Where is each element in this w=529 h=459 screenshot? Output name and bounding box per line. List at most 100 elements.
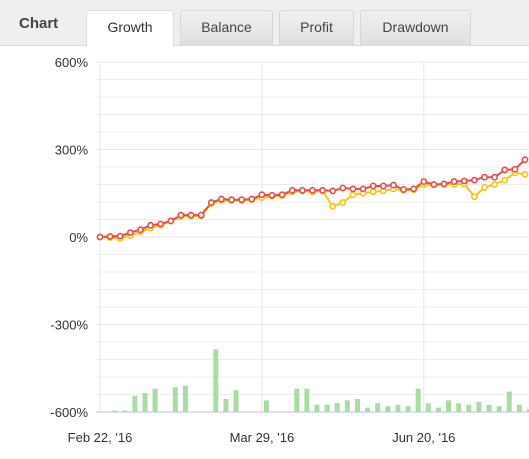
growth-chart-svg: 600% 300% 0% -300% -600% Feb 22, '16 Mar 29, '… <box>50 55 529 445</box>
equity-point <box>511 165 519 173</box>
bar <box>435 407 441 412</box>
bar <box>506 391 512 412</box>
growth-chart: 600% 300% 0% -300% -600% Feb 22, '16 Mar 29, '… <box>0 46 529 459</box>
equity-point <box>410 185 418 193</box>
bar <box>334 403 340 412</box>
bar <box>263 400 269 412</box>
equity-point <box>187 211 195 219</box>
equity-point <box>339 184 347 192</box>
equity-point <box>258 191 266 199</box>
bar <box>486 404 492 412</box>
tab-growth[interactable]: Growth <box>86 10 174 47</box>
balance-point <box>521 170 529 178</box>
balance-point <box>329 202 337 210</box>
equity-point <box>390 181 397 189</box>
y-tick-label: 600% <box>55 55 89 70</box>
equity-point <box>197 211 205 219</box>
equity-point <box>177 211 185 219</box>
bar <box>425 403 431 412</box>
equity-point <box>359 185 367 193</box>
bar <box>304 388 310 412</box>
bar <box>395 404 401 412</box>
bar <box>213 349 219 412</box>
equity-point <box>218 195 225 203</box>
chart-tabbar: Chart Growth Balance Profit Drawdown <box>0 0 529 47</box>
chart-header-label: Chart <box>19 15 59 32</box>
bar <box>354 398 360 412</box>
equity-point <box>430 181 438 188</box>
bar <box>324 404 330 412</box>
equity-point <box>238 196 246 204</box>
equity-point <box>126 229 134 237</box>
x-tick-label: Jun 20, '16 <box>392 430 455 445</box>
bar <box>314 404 320 412</box>
equity-point <box>440 180 448 188</box>
equity-point <box>501 166 509 174</box>
equity-point <box>137 226 144 234</box>
equity-point <box>491 173 499 181</box>
bar <box>496 406 502 412</box>
equity-point <box>248 195 256 203</box>
equity-point <box>268 191 276 199</box>
bar <box>527 409 529 412</box>
bar <box>182 385 188 412</box>
bar <box>294 388 300 412</box>
balance-point <box>349 191 357 199</box>
y-tick-label: -300% <box>50 318 88 333</box>
x-tick-label: Feb 22, '16 <box>68 430 133 445</box>
balance-point <box>369 188 377 196</box>
y-tick-label: 0% <box>69 230 88 245</box>
bar <box>365 407 371 412</box>
equity-point <box>379 182 387 190</box>
balance-point <box>481 184 488 191</box>
equity-point <box>298 186 306 194</box>
equity-point <box>106 233 114 240</box>
equity-point <box>369 182 377 190</box>
equity-point <box>157 220 165 228</box>
balance-point <box>339 199 347 206</box>
balance-point <box>471 193 478 201</box>
bar <box>344 400 350 412</box>
bar <box>375 403 381 412</box>
equity-point <box>521 156 529 164</box>
balance-point <box>491 181 499 188</box>
bar <box>233 390 239 412</box>
bar <box>142 393 148 412</box>
equity-point <box>420 178 428 185</box>
bar <box>132 395 138 412</box>
tab-balance[interactable]: Balance <box>180 10 273 46</box>
equity-point <box>288 186 296 194</box>
bar <box>476 401 482 412</box>
balance-point <box>501 176 509 184</box>
bar <box>112 410 118 412</box>
equity-point <box>167 217 175 225</box>
y-tick-label: 300% <box>55 143 89 158</box>
equity-point <box>460 177 468 185</box>
equity-point <box>471 176 478 184</box>
bar <box>152 388 158 412</box>
equity-point <box>481 173 488 181</box>
bar <box>466 404 472 412</box>
equity-point <box>116 232 124 240</box>
bar <box>172 387 178 412</box>
bar <box>405 406 411 412</box>
equity-point <box>278 191 286 199</box>
bar <box>446 400 452 412</box>
bar <box>385 406 391 412</box>
equity-point <box>228 196 235 204</box>
bar <box>223 398 229 412</box>
bar <box>516 404 522 412</box>
bar <box>456 403 462 412</box>
tab-drawdown[interactable]: Drawdown <box>360 10 471 46</box>
tab-profit[interactable]: Profit <box>279 10 354 46</box>
equity-point <box>207 199 215 206</box>
bar <box>122 410 128 412</box>
equity-point <box>309 186 316 194</box>
equity-point <box>147 221 154 229</box>
equity-point <box>96 233 104 241</box>
equity-point <box>450 178 458 185</box>
y-tick-label: -600% <box>50 405 88 420</box>
x-tick-label: Mar 29, '16 <box>230 430 295 445</box>
equity-point <box>400 186 407 193</box>
